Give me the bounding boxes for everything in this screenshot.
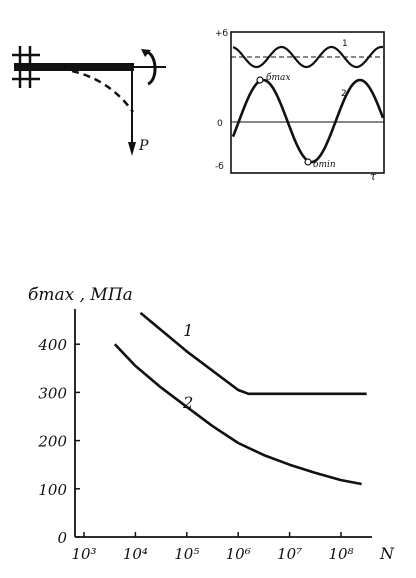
- load-arrow-icon: [128, 67, 136, 156]
- stress-time-diagram: +б 0 -б 1 2 бmax бmin τ: [215, 29, 385, 183]
- y-tick-label: 400: [37, 336, 67, 354]
- x-axis-label: N: [379, 544, 395, 563]
- x-tick-label: 10³: [71, 545, 96, 563]
- ytick-top-label: +б: [215, 29, 229, 39]
- specimen-sketch: P: [12, 46, 166, 156]
- series-label-2: 2: [182, 393, 193, 412]
- stress-curve-1: [232, 45, 384, 69]
- specimen-rod: [14, 63, 134, 71]
- series-label-1: 1: [183, 321, 193, 340]
- x-tick-label: 10⁷: [277, 545, 302, 563]
- series-line-1: [139, 311, 367, 396]
- y-ticks: 0 100 200 300 400: [37, 336, 80, 547]
- min-point-marker: [304, 158, 312, 166]
- y-tick-label: 100: [38, 481, 67, 499]
- x-tick-label: 10⁸: [328, 545, 353, 563]
- x-tick-label: 10⁶: [226, 545, 251, 563]
- max-point-marker: [256, 76, 264, 84]
- y-tick-label: 300: [38, 384, 67, 402]
- max-label: бmax: [266, 72, 290, 83]
- series-lines: [113, 311, 367, 486]
- stress-curve-2: [231, 78, 385, 164]
- y-axis-label: бmax , МПа: [28, 285, 133, 305]
- time-axis-label: τ: [370, 170, 377, 183]
- series-line-2: [113, 343, 362, 486]
- curve-1-label: 1: [342, 39, 348, 49]
- series-labels: 12: [182, 321, 193, 412]
- deflected-shape-dashed: [71, 69, 135, 113]
- curve-2-label: 2: [341, 89, 347, 99]
- x-tick-label: 10⁴: [123, 545, 148, 563]
- load-label: P: [138, 138, 149, 154]
- ytick-zero-label: 0: [217, 119, 223, 129]
- y-tick-label: 200: [37, 433, 67, 451]
- rotation-arrow-icon: [141, 49, 157, 86]
- ytick-bottom-label: -б: [215, 162, 224, 172]
- x-tick-label: 10⁵: [174, 545, 199, 563]
- y-tick-label: 0: [57, 529, 67, 547]
- stress-diagram-frame: [230, 31, 385, 174]
- x-ticks: 10³ 10⁴ 10⁵ 10⁶ 10⁷ 10⁸: [71, 532, 354, 563]
- min-label: бmin: [313, 159, 336, 170]
